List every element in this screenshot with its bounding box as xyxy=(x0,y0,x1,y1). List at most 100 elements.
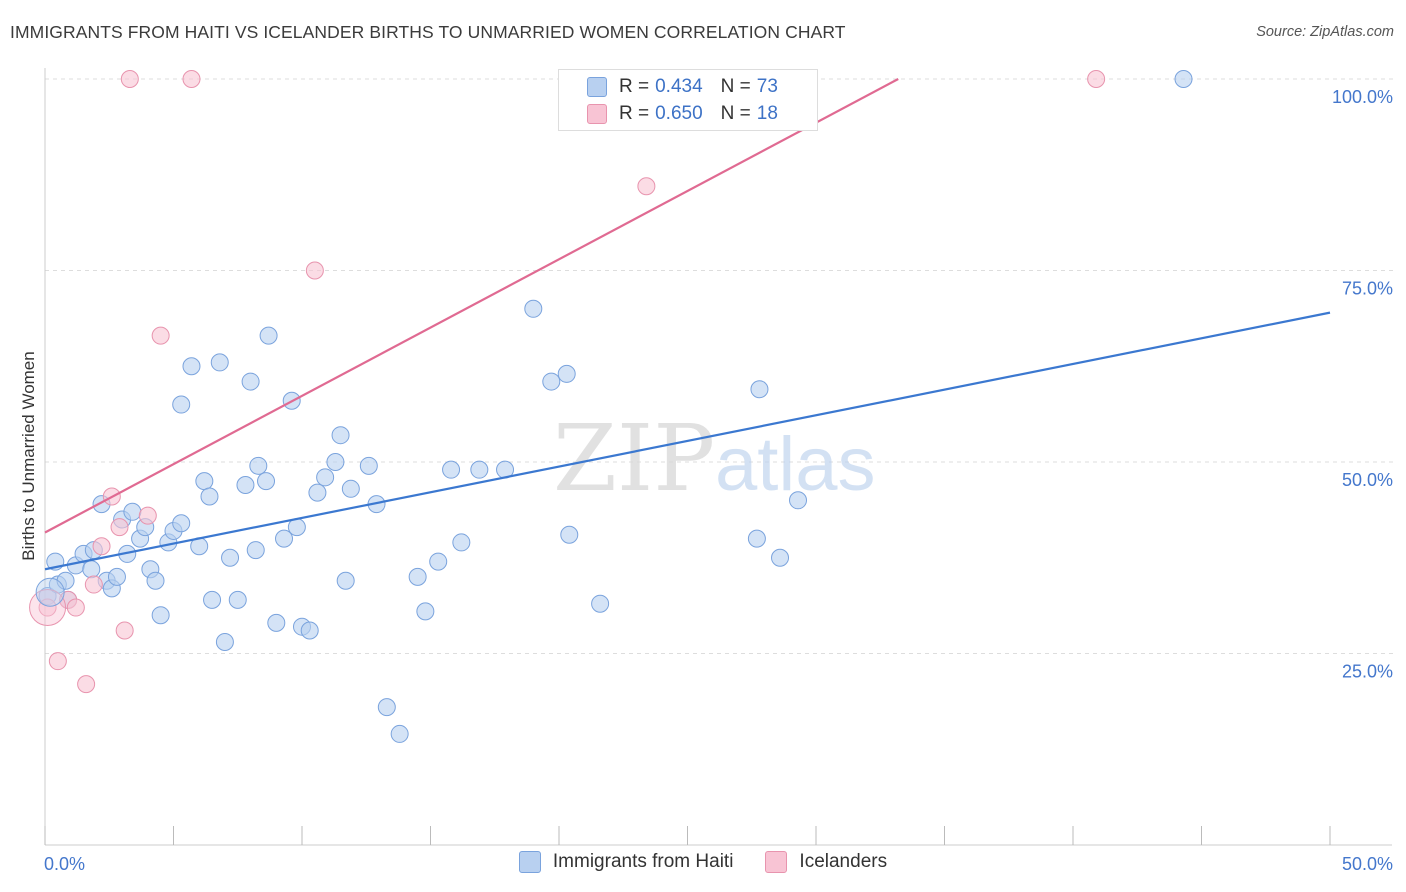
legend-label-iceland: Icelanders xyxy=(799,851,888,872)
legend-item-iceland: Icelanders xyxy=(765,851,887,873)
legend-n-label: N = xyxy=(720,76,751,97)
y-tick-label: 75.0% xyxy=(1342,279,1393,299)
series-legend: Immigrants from Haiti Icelanders xyxy=(0,851,1406,873)
legend-r-value: 0.434 xyxy=(655,76,703,97)
y-tick-label: 25.0% xyxy=(1342,662,1393,682)
grid-lines xyxy=(45,78,1395,654)
x-tick-label: 50.0% xyxy=(1342,854,1393,874)
point-iceland xyxy=(77,675,96,694)
point-iceland xyxy=(151,326,170,345)
point-haiti xyxy=(246,541,265,560)
legend-r-value: 0.650 xyxy=(655,103,703,124)
point-haiti xyxy=(326,453,345,471)
point-haiti xyxy=(267,613,286,632)
point-haiti xyxy=(336,571,355,590)
point-haiti xyxy=(429,552,448,571)
point-haiti xyxy=(377,698,396,717)
legend-n-label: N = xyxy=(720,103,751,124)
point-haiti xyxy=(747,529,766,548)
point-haiti xyxy=(750,380,769,399)
point-haiti xyxy=(470,460,489,479)
trend-line-haiti xyxy=(44,311,1331,571)
point-haiti xyxy=(195,472,214,491)
point-iceland-cluster xyxy=(29,589,67,627)
point-iceland xyxy=(115,621,134,640)
point-haiti xyxy=(56,571,75,590)
point-iceland xyxy=(138,506,157,525)
legend-swatch-iceland xyxy=(587,104,607,124)
point-iceland xyxy=(1087,70,1106,88)
point-haiti xyxy=(591,594,610,613)
correlation-legend: R = 0.434 N = 73 R = 0.650 N = 18 xyxy=(558,69,818,131)
point-haiti xyxy=(210,353,229,372)
point-haiti xyxy=(236,475,255,494)
point-haiti xyxy=(789,491,808,510)
point-haiti xyxy=(275,529,294,548)
point-haiti xyxy=(331,426,350,445)
point-haiti xyxy=(524,299,543,318)
legend-item-haiti: Immigrants from Haiti xyxy=(518,851,734,873)
legend-r-label: R = xyxy=(619,76,650,97)
point-haiti xyxy=(123,502,142,521)
point-iceland xyxy=(38,598,57,617)
point-haiti xyxy=(560,525,579,544)
axes xyxy=(44,68,1392,846)
point-haiti xyxy=(215,633,234,652)
legend-row-iceland: R = 0.650 N = 18 xyxy=(587,101,778,127)
point-haiti xyxy=(341,479,360,498)
point-iceland xyxy=(120,70,139,88)
point-haiti xyxy=(228,590,247,609)
watermark-zip: ZIP xyxy=(553,405,715,512)
point-iceland xyxy=(48,652,67,671)
legend-row-haiti: R = 0.434 N = 73 xyxy=(587,74,778,100)
tick-labels: 25.0% 50.0% 75.0% 100.0% 0.0% 50.0% xyxy=(44,87,1393,874)
point-haiti xyxy=(771,548,790,567)
point-iceland xyxy=(84,575,103,594)
point-iceland xyxy=(637,177,656,196)
trend-lines xyxy=(44,78,1331,571)
point-haiti xyxy=(172,514,191,533)
point-haiti xyxy=(408,567,427,586)
point-haiti xyxy=(82,560,101,579)
point-iceland xyxy=(66,598,85,617)
chart-title: IMMIGRANTS FROM HAITI VS ICELANDER BIRTH… xyxy=(10,22,846,42)
y-tick-label: 50.0% xyxy=(1342,470,1393,490)
x-tick-label: 0.0% xyxy=(44,854,85,874)
point-haiti xyxy=(442,460,461,479)
point-haiti xyxy=(257,472,276,491)
legend-label-haiti: Immigrants from Haiti xyxy=(552,851,734,872)
point-haiti xyxy=(241,372,260,391)
point-haiti xyxy=(182,357,201,376)
data-points xyxy=(29,70,1193,743)
point-iceland xyxy=(92,537,111,556)
point-haiti xyxy=(557,364,576,383)
legend-swatch-haiti xyxy=(587,77,607,97)
point-haiti-cluster xyxy=(35,577,65,607)
point-haiti xyxy=(146,571,165,590)
point-haiti xyxy=(151,606,170,625)
point-haiti xyxy=(203,590,222,609)
y-tick-label: 100.0% xyxy=(1332,87,1393,107)
point-haiti xyxy=(452,533,471,552)
point-haiti xyxy=(172,395,191,414)
legend-r-label: R = xyxy=(619,103,650,124)
point-haiti xyxy=(416,602,435,621)
point-haiti xyxy=(390,724,409,743)
point-haiti xyxy=(1174,70,1193,88)
point-haiti xyxy=(107,567,126,586)
legend-swatch-iceland xyxy=(765,851,788,873)
point-iceland xyxy=(182,70,201,88)
trend-line-iceland xyxy=(44,78,899,534)
point-haiti xyxy=(359,456,378,475)
point-haiti xyxy=(316,468,335,487)
point-haiti xyxy=(542,372,561,391)
point-iceland xyxy=(305,261,324,280)
legend-n-value: 73 xyxy=(756,76,778,97)
source-label: Source: ZipAtlas.com xyxy=(1256,24,1394,40)
point-iceland xyxy=(110,518,129,537)
point-haiti xyxy=(308,483,327,502)
y-axis-label: Births to Unmarried Women xyxy=(19,351,38,560)
point-haiti xyxy=(259,326,278,345)
legend-n-value: 18 xyxy=(756,103,778,124)
